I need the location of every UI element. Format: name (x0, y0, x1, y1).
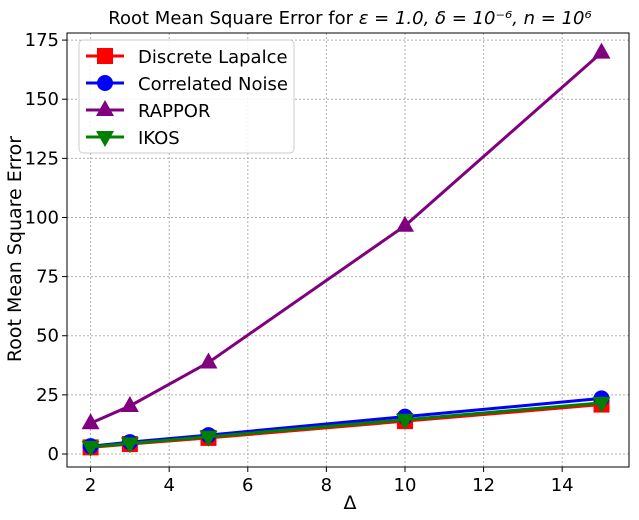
data-point-rappor (81, 413, 100, 430)
x-tick-label: 2 (85, 475, 96, 496)
data-point-ikos (81, 440, 100, 457)
data-point-rappor (395, 215, 414, 232)
data-point-ikos (199, 430, 218, 447)
legend-item-discrete-lapalce: Discrete Lapalce (86, 47, 288, 68)
legend-marker-discrete-lapalce (97, 48, 113, 64)
x-tick-label: 12 (472, 475, 495, 496)
chart-title-math: ε = 1.0, δ = 10⁻⁶, n = 10⁶ (359, 8, 592, 29)
data-point-ikos (120, 437, 139, 454)
y-tick-label: 25 (36, 385, 59, 406)
x-axis-label: Δ (344, 492, 357, 514)
data-point-ikos (592, 396, 611, 413)
legend-box (78, 39, 295, 154)
series-rappor (81, 42, 611, 430)
series-ikos (81, 396, 611, 457)
y-tick-label: 175 (25, 30, 59, 51)
y-tick-label: 50 (36, 326, 59, 347)
legend-marker-rappor (96, 100, 114, 116)
legend-marker-correlated-noise (97, 75, 113, 91)
legend-label: Discrete Lapalce (138, 47, 288, 68)
legend-label: Correlated Noise (138, 74, 288, 95)
legend: Discrete Lapalce Correlated Noise RAPPOR IK… (78, 39, 295, 154)
legend-item-rappor: RAPPOR (86, 100, 210, 122)
x-tick-label: 14 (551, 475, 574, 496)
legend-item-correlated-noise: Correlated Noise (86, 74, 288, 95)
y-tick-label: 75 (36, 267, 59, 288)
y-tick-label: 100 (25, 207, 59, 228)
legend-item-ikos: IKOS (86, 128, 180, 149)
y-tick-label: 125 (25, 148, 59, 169)
legend-marker-ikos (96, 131, 114, 147)
data-point-rappor (120, 395, 139, 412)
series-layer (81, 42, 611, 457)
x-tick-label: 4 (163, 475, 174, 496)
x-tick-label: 10 (394, 475, 417, 496)
chart-title: Root Mean Square Error for ε = 1.0, δ = … (108, 8, 591, 29)
legend-label: RAPPOR (138, 101, 210, 122)
x-tick-label: 6 (242, 475, 253, 496)
data-point-rappor (592, 42, 611, 59)
y-tick-label: 0 (48, 444, 59, 465)
y-tick-label: 150 (25, 89, 59, 110)
y-axis-label: Root Mean Square Error (4, 136, 26, 362)
data-point-ikos (395, 413, 414, 430)
chart-title-text: Root Mean Square Error for (108, 8, 358, 29)
data-point-rappor (199, 352, 218, 369)
ticks: 2 4 6 8 10 12 14 0 25 50 75 100 125 150 175 (25, 30, 574, 496)
legend-label: IKOS (138, 128, 180, 149)
x-tick-label: 8 (321, 475, 332, 496)
plot-area-frame (66, 32, 630, 468)
